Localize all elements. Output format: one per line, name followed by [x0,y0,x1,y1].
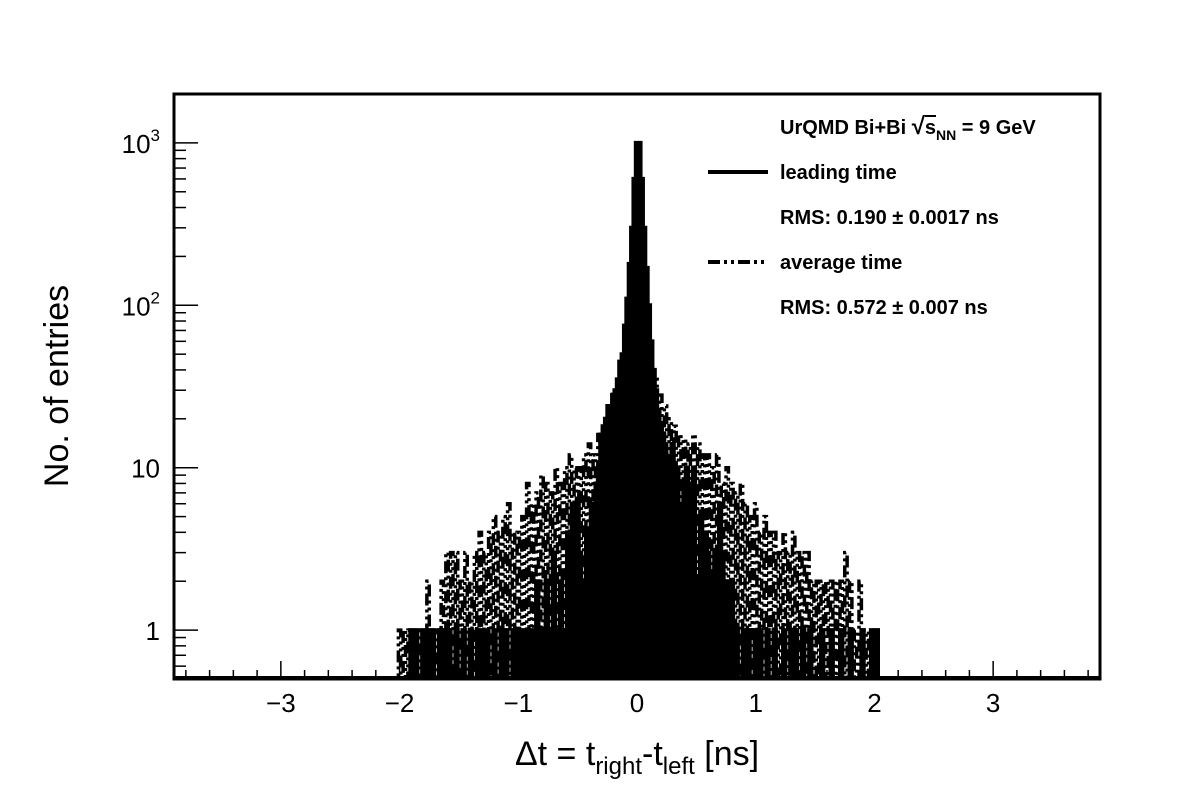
x-tick-label: −3 [266,688,296,718]
x-tick-label: −2 [385,688,415,718]
legend-label-average-time: average time [780,252,902,274]
legend-title: UrQMD Bi+Bi √sNN = 9 GeV [780,113,1036,143]
x-tick-label: 2 [867,688,881,718]
legend-rms-average-time: RMS: 0.572 ± 0.007 ns [780,297,988,319]
ticks-layer: −3 −2 −1 0 1 2 3 1 10 102 103 [122,93,1089,718]
x-tick-label: 0 [630,688,644,718]
series-line-average-time [174,319,1100,680]
x-tick-label: 1 [748,688,762,718]
legend-rms-leading-time: RMS: 0.190 ± 0.0017 ns [780,207,999,229]
sqrt-symbol: √ [912,113,926,140]
series-layer [174,140,1100,680]
y-axis-title: No. of entries [38,285,76,487]
legend-label-leading-time: leading time [780,162,897,184]
legend: UrQMD Bi+Bi √sNN = 9 GeV leading time RM… [708,113,1036,319]
y-tick-label: 102 [122,288,160,321]
x-tick-label: −1 [503,688,533,718]
y-tick-label: 10 [131,454,160,484]
y-tick-label: 103 [122,126,160,159]
x-axis-title: Δt = tright-tleft [ns] [515,735,759,780]
x-tick-label: 3 [986,688,1000,718]
y-tick-label: 1 [146,616,160,646]
